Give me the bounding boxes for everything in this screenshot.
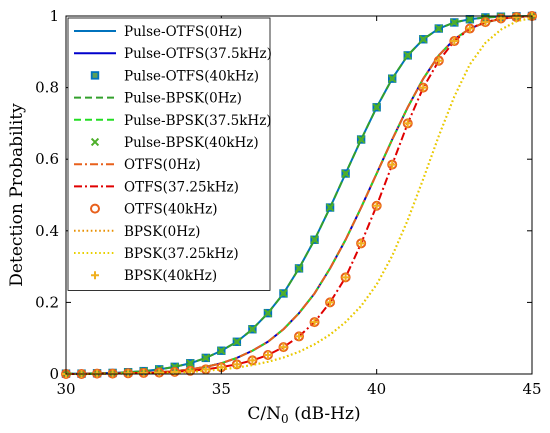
- data-point: [232, 360, 241, 369]
- legend-label: OTFS(0Hz): [124, 157, 201, 173]
- data-point: [341, 273, 350, 282]
- data-point: [325, 203, 335, 212]
- data-point: [388, 160, 397, 169]
- y-tick-label: 0.2: [35, 293, 59, 311]
- data-point: [263, 351, 272, 360]
- data-point: [155, 368, 164, 377]
- x-tick-label: 45: [522, 380, 541, 398]
- series-10: [66, 16, 533, 375]
- legend-entry: BPSK(40kHz): [91, 268, 217, 284]
- ticks: 30 35 40 45 0 0.2 0.4 0.6 0.8 1: [35, 7, 541, 398]
- y-tick-label: 0: [49, 365, 59, 383]
- x-axis-label-main: C/N: [247, 404, 281, 424]
- legend-entry: Pulse-OTFS(40kHz): [90, 68, 259, 84]
- y-tick-label: 0.4: [35, 222, 59, 240]
- data-point: [217, 346, 226, 355]
- data-point: [294, 264, 304, 273]
- legend-marker-swatch: [90, 137, 100, 147]
- data-point: [434, 24, 443, 33]
- data-point: [357, 239, 366, 248]
- data-point: [419, 35, 428, 44]
- data-point: [295, 332, 303, 341]
- legend-label: Pulse-OTFS(0Hz): [124, 24, 242, 40]
- axes-box: [65, 15, 533, 375]
- data-point: [248, 325, 257, 334]
- data-point: [279, 289, 288, 298]
- y-axis-label: Detection Probability: [7, 103, 27, 287]
- data-point: [170, 367, 179, 376]
- y-tick-label: 0.6: [35, 150, 59, 168]
- data-point: [450, 37, 459, 46]
- data-point: [139, 368, 148, 377]
- data-point: [465, 15, 474, 24]
- data-point: [481, 18, 490, 27]
- data-point: [419, 83, 428, 92]
- data-point: [341, 169, 350, 178]
- data-point: [310, 235, 319, 244]
- legend-label: BPSK(0Hz): [124, 224, 200, 240]
- data-point: [201, 353, 210, 362]
- y-tick-label: 1: [49, 7, 59, 25]
- data-point: [512, 13, 521, 22]
- data-point: [403, 119, 412, 128]
- legend-marker-swatch: [90, 203, 100, 214]
- legend-label: Pulse-BPSK(37.5kHz): [124, 113, 272, 129]
- legend-label: Pulse-OTFS(40kHz): [124, 68, 259, 84]
- legend-marker-swatch: [91, 271, 99, 280]
- legend-label: Pulse-BPSK(40kHz): [124, 135, 259, 151]
- legend-label: OTFS(40kHz): [124, 202, 217, 218]
- data-point: [232, 337, 241, 346]
- data-point: [201, 365, 210, 374]
- data-point: [465, 24, 474, 33]
- data-point: [450, 18, 459, 27]
- data-point: [357, 135, 366, 144]
- legend-entry: Pulse-BPSK(40kHz): [90, 135, 259, 151]
- x-tick-label: 35: [212, 380, 231, 398]
- legend-entry: Pulse-BPSK(0Hz): [74, 91, 242, 107]
- legend-entry: BPSK(37.25kHz): [74, 246, 239, 262]
- x-axis-label-unit: (dB-Hz): [289, 404, 361, 424]
- axes: [65, 15, 533, 375]
- data-point: [310, 318, 319, 327]
- series-line-10: [66, 16, 533, 375]
- legend-label: BPSK(40kHz): [124, 268, 217, 284]
- data-point: [263, 309, 273, 318]
- data-point: [388, 74, 397, 83]
- data-point: [248, 356, 257, 365]
- legend-entry: OTFS(37.25kHz): [74, 179, 239, 195]
- legend-entry: OTFS(0Hz): [74, 157, 201, 173]
- legend-label: Pulse-OTFS(37.5kHz): [124, 46, 272, 62]
- x-axis-label: C/N0 (dB-Hz): [247, 404, 360, 426]
- data-point: [434, 56, 443, 65]
- legend-entry: OTFS(40kHz): [90, 202, 217, 218]
- legend-label: Pulse-BPSK(0Hz): [124, 91, 242, 107]
- x-tick-label: 40: [367, 380, 386, 398]
- data-point: [279, 343, 288, 352]
- legend-label: OTFS(37.25kHz): [124, 179, 239, 195]
- x-tick-label: 30: [56, 380, 75, 398]
- series-layer: [61, 11, 537, 379]
- data-point: [326, 298, 335, 307]
- y-tick-label: 0.8: [35, 79, 59, 97]
- legend-box: [67, 17, 271, 291]
- data-point: [186, 366, 195, 375]
- legend-entry: Pulse-BPSK(37.5kHz): [74, 113, 272, 129]
- x-axis-label-subscript: 0: [281, 412, 289, 426]
- legend-entry: Pulse-OTFS(37.5kHz): [74, 46, 272, 62]
- data-point: [403, 51, 412, 60]
- data-point: [372, 103, 381, 112]
- legend-entry: BPSK(0Hz): [74, 224, 200, 240]
- data-point: [124, 369, 133, 378]
- legend-entry: Pulse-OTFS(0Hz): [74, 24, 242, 40]
- data-point: [372, 201, 381, 210]
- legend-label: BPSK(37.25kHz): [124, 246, 239, 262]
- legend-marker-swatch: [90, 71, 100, 80]
- data-point: [186, 359, 195, 368]
- legend: Pulse-OTFS(0Hz) Pulse-OTFS(37.5kHz) Pulse-…: [67, 17, 272, 291]
